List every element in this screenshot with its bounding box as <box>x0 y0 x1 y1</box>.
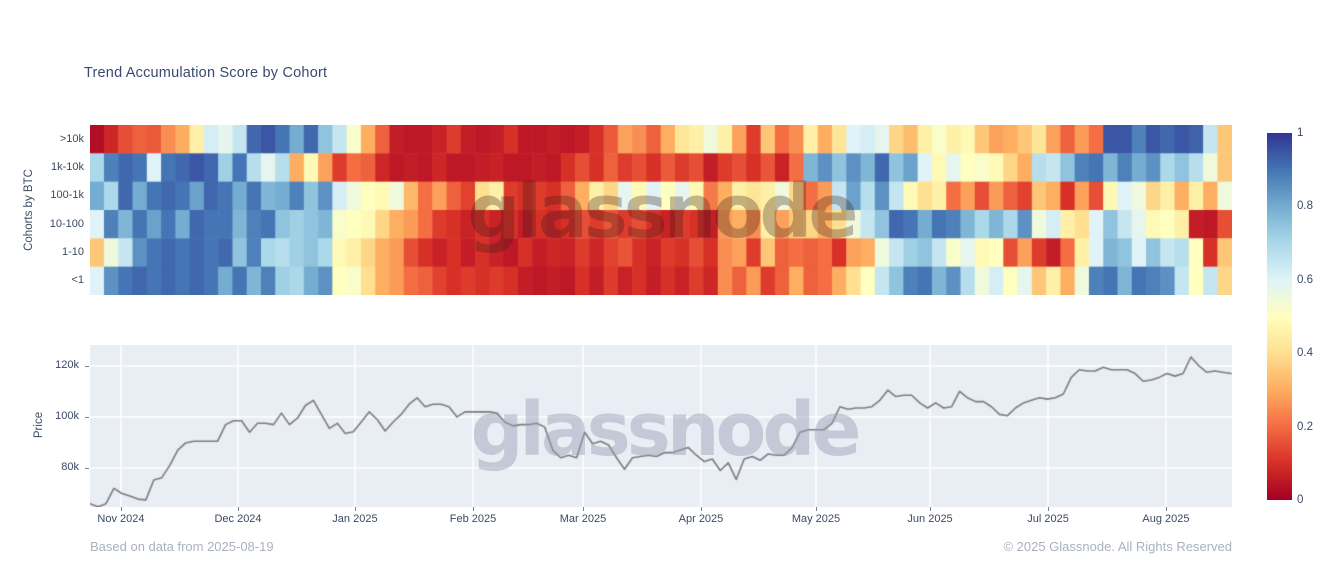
x-axis-month-label: Aug 2025 <box>1142 513 1190 525</box>
heatmap-plot[interactable] <box>90 125 1232 295</box>
price-tick-label: 120k <box>55 359 79 372</box>
x-axis-tick-mark <box>815 507 817 511</box>
price-tick-mark <box>85 416 89 418</box>
colorbar <box>1267 133 1292 500</box>
colorbar-tick-label: 0.2 <box>1297 420 1313 433</box>
x-axis-month-label: Nov 2024 <box>97 513 145 525</box>
x-axis-month-label: May 2025 <box>791 513 841 525</box>
heatmap-row-label: 10-100 <box>49 217 84 230</box>
x-axis-tick-mark <box>354 507 356 511</box>
price-plot[interactable] <box>90 345 1232 507</box>
x-axis-tick-mark <box>473 507 475 511</box>
x-axis-month-label: Jul 2025 <box>1027 513 1069 525</box>
x-axis-month-label: Feb 2025 <box>449 513 497 525</box>
footer-data-note: Based on data from 2025-08-19 <box>90 539 274 554</box>
x-axis-month-label: Dec 2024 <box>214 513 262 525</box>
colorbar-tick-label: 0 <box>1297 494 1304 506</box>
x-axis-month-label: Mar 2025 <box>559 513 607 525</box>
x-axis-month-label: Jan 2025 <box>332 513 378 525</box>
x-axis-tick-mark <box>1048 507 1050 511</box>
colorbar-tick-label: 0.8 <box>1297 200 1313 213</box>
price-tick-label: 80k <box>61 461 79 474</box>
x-axis-month-label: Jun 2025 <box>907 513 953 525</box>
x-axis-tick-mark <box>120 507 122 511</box>
x-axis-tick-mark <box>238 507 239 511</box>
x-axis-month-label: Apr 2025 <box>678 513 724 525</box>
heatmap-row-label: 100-1k <box>50 189 84 202</box>
heatmap-row-label: 1-10 <box>61 246 84 258</box>
price-tick-mark <box>85 467 89 469</box>
colorbar-tick-label: 1 <box>1297 127 1304 139</box>
colorbar-tick-label: 0.6 <box>1297 273 1313 286</box>
price-tick-label: 100k <box>55 410 79 423</box>
x-axis-tick-mark <box>1165 507 1167 511</box>
x-axis-tick-mark <box>930 507 932 511</box>
colorbar-tick-label: 0.4 <box>1297 347 1313 360</box>
heatmap-row-label: >10k <box>59 132 84 145</box>
heatmap-row-label: 1k-10k <box>50 161 84 173</box>
heatmap-row-label: <1 <box>71 274 84 287</box>
footer-copyright: © 2025 Glassnode. All Rights Reserved <box>1003 539 1232 554</box>
price-tick-mark <box>85 365 89 367</box>
page-title: Trend Accumulation Score by Cohort <box>84 65 328 81</box>
x-axis-tick-mark <box>700 507 702 511</box>
x-axis-tick-mark <box>583 507 584 511</box>
